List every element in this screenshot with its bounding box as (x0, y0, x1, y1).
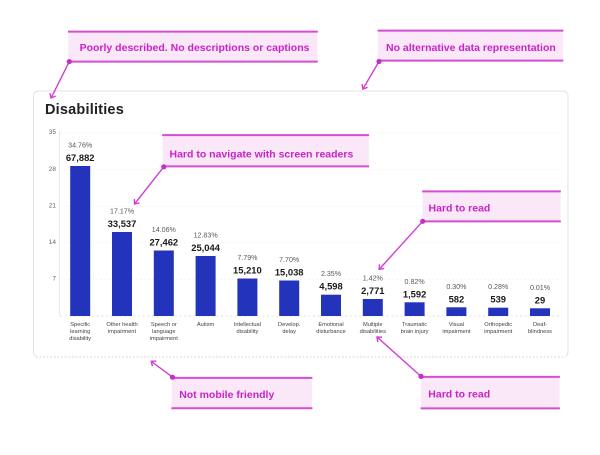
svg-text:539: 539 (490, 294, 506, 305)
svg-text:Hard to read: Hard to read (429, 203, 491, 215)
svg-text:15,038: 15,038 (275, 267, 304, 278)
svg-text:15,210: 15,210 (233, 265, 262, 276)
svg-text:Multiple: Multiple (363, 322, 383, 328)
svg-text:impairment: impairment (150, 336, 179, 342)
svg-text:0.82%: 0.82% (405, 278, 426, 286)
svg-text:67,882: 67,882 (66, 152, 95, 163)
svg-text:0.28%: 0.28% (488, 283, 509, 291)
svg-text:28: 28 (49, 166, 57, 173)
svg-text:14: 14 (49, 239, 57, 246)
svg-text:2,771: 2,771 (361, 285, 384, 296)
svg-text:17.17%: 17.17% (110, 208, 135, 216)
svg-text:7: 7 (52, 276, 56, 283)
svg-text:1,592: 1,592 (403, 288, 426, 299)
svg-text:Deaf-: Deaf- (533, 322, 547, 328)
svg-text:33,537: 33,537 (108, 218, 137, 229)
svg-text:29: 29 (535, 294, 545, 305)
svg-text:impairment: impairment (442, 329, 471, 335)
svg-text:Not mobile friendly: Not mobile friendly (179, 389, 274, 401)
svg-text:Poorly described. No descripti: Poorly described. No descriptions or cap… (80, 42, 310, 54)
svg-text:14.06%: 14.06% (152, 226, 177, 234)
svg-text:Visual: Visual (449, 322, 464, 328)
svg-text:0.30%: 0.30% (446, 283, 467, 291)
svg-text:disability: disability (69, 336, 91, 342)
svg-text:Emotional: Emotional (318, 322, 343, 328)
svg-text:delay: delay (282, 329, 296, 335)
svg-text:Speech or: Speech or (151, 322, 177, 328)
svg-text:language: language (152, 329, 175, 335)
svg-text:Develop.: Develop. (278, 322, 301, 328)
svg-text:Other health: Other health (106, 322, 137, 328)
svg-text:35: 35 (49, 129, 57, 136)
svg-text:Hard to navigate with screen r: Hard to navigate with screen readers (170, 149, 354, 161)
svg-text:34.76%: 34.76% (68, 142, 93, 150)
svg-text:Specific: Specific (70, 322, 90, 328)
svg-text:Disabilities: Disabilities (45, 102, 124, 118)
svg-text:Autism: Autism (197, 322, 215, 328)
svg-text:582: 582 (449, 293, 465, 304)
svg-text:12.83%: 12.83% (194, 232, 219, 240)
svg-text:7.70%: 7.70% (279, 256, 300, 264)
svg-text:blindness: blindness (528, 329, 552, 335)
svg-text:27,462: 27,462 (149, 237, 178, 248)
svg-text:7.79%: 7.79% (237, 254, 258, 262)
svg-text:21: 21 (49, 202, 57, 209)
svg-text:0.01%: 0.01% (530, 284, 551, 292)
svg-text:disabilities: disabilities (360, 329, 386, 335)
svg-text:Traumatic: Traumatic (402, 322, 427, 328)
svg-text:learning: learning (70, 329, 90, 335)
svg-text:No alternative data representa: No alternative data representation (386, 42, 556, 54)
svg-text:4,598: 4,598 (319, 281, 342, 292)
svg-text:2.35%: 2.35% (321, 270, 342, 278)
svg-text:1.42%: 1.42% (363, 275, 384, 283)
svg-text:25,044: 25,044 (191, 242, 220, 253)
svg-text:Orthopedic: Orthopedic (484, 322, 512, 328)
svg-text:Hard to read: Hard to read (428, 389, 490, 401)
svg-text:brain injury: brain injury (401, 329, 429, 335)
svg-text:disability: disability (236, 329, 258, 335)
svg-text:disturbance: disturbance (316, 329, 345, 335)
svg-text:Intellectual: Intellectual (234, 322, 261, 328)
svg-text:impairment: impairment (108, 329, 137, 335)
svg-text:impairment: impairment (484, 329, 513, 335)
